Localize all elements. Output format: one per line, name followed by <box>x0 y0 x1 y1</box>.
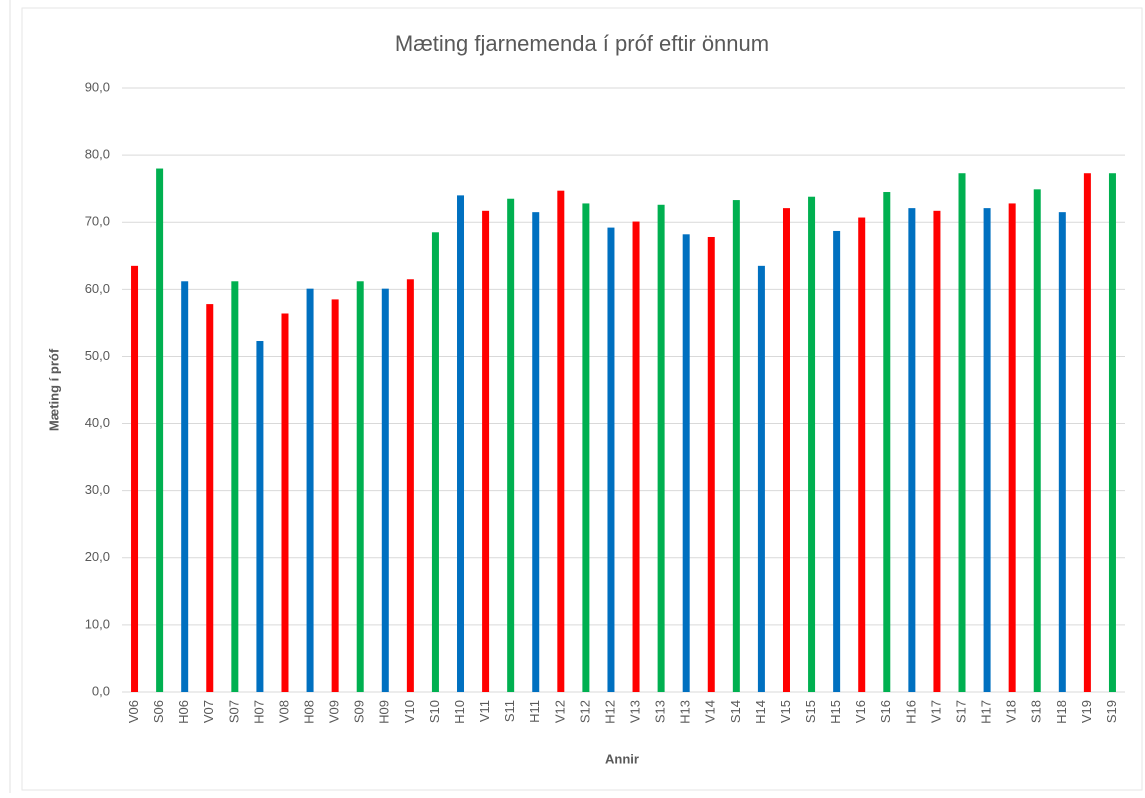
x-tick-label: V19 <box>1079 700 1094 723</box>
bar <box>732 200 740 692</box>
x-tick-label: V09 <box>327 700 342 723</box>
y-tick-label: 40,0 <box>85 415 110 430</box>
bar <box>858 217 866 692</box>
y-tick-label: 20,0 <box>85 549 110 564</box>
y-tick-label: 70,0 <box>85 214 110 229</box>
x-tick-label: V15 <box>778 700 793 723</box>
x-tick-label: H07 <box>251 700 266 724</box>
x-tick-label: V10 <box>402 700 417 723</box>
bar <box>1008 203 1016 693</box>
bar <box>582 203 590 693</box>
bar <box>381 288 389 692</box>
bar <box>1108 173 1116 693</box>
x-tick-label: S17 <box>953 700 968 723</box>
x-tick-label: V14 <box>703 700 718 723</box>
bar <box>431 232 439 693</box>
x-tick-label: V18 <box>1004 700 1019 723</box>
x-tick-label: S13 <box>653 700 668 723</box>
x-tick-label: H17 <box>979 700 994 724</box>
bar <box>607 227 615 692</box>
y-tick-label: 90,0 <box>85 79 110 94</box>
y-tick-label: 80,0 <box>85 147 110 162</box>
bar <box>181 281 189 692</box>
x-tick-label: V06 <box>126 700 141 723</box>
y-tick-label: 60,0 <box>85 281 110 296</box>
x-tick-label: V07 <box>201 700 216 723</box>
bar <box>833 230 841 693</box>
x-tick-label: S11 <box>502 700 517 722</box>
x-tick-label: H06 <box>176 700 191 724</box>
x-tick-label: H08 <box>302 700 317 724</box>
x-tick-label: H18 <box>1054 700 1069 724</box>
chart-title: Mæting fjarnemenda í próf eftir önnum <box>395 31 769 56</box>
x-tick-label: V13 <box>627 700 642 723</box>
x-tick-label: V12 <box>552 700 567 723</box>
y-tick-label: 10,0 <box>85 616 110 631</box>
y-tick-label: 50,0 <box>85 348 110 363</box>
bar <box>632 221 640 692</box>
bar <box>306 288 314 692</box>
y-axis-title: Mæting í próf <box>46 348 61 431</box>
bar <box>808 196 816 692</box>
bar <box>507 198 515 692</box>
x-tick-label: H09 <box>377 700 392 724</box>
bar <box>657 204 665 693</box>
bar <box>1058 212 1066 692</box>
x-tick-label: S16 <box>878 700 893 723</box>
x-tick-label: H14 <box>753 700 768 724</box>
bar <box>231 281 239 692</box>
x-tick-label: V11 <box>477 700 492 722</box>
x-tick-label: H16 <box>903 700 918 724</box>
x-tick-label: V08 <box>276 700 291 723</box>
x-axis-title: Annir <box>605 751 639 766</box>
x-tick-label: H13 <box>678 700 693 724</box>
x-tick-label: H15 <box>828 700 843 724</box>
x-tick-label: S19 <box>1104 700 1119 723</box>
x-tick-label: H10 <box>452 700 467 724</box>
bar <box>156 168 164 693</box>
x-tick-label: S18 <box>1029 700 1044 723</box>
bar <box>406 279 414 692</box>
bar <box>883 192 891 692</box>
x-tick-label: S10 <box>427 700 442 723</box>
bar <box>958 173 966 693</box>
bar <box>933 210 941 692</box>
bar <box>281 313 289 692</box>
x-tick-label: S15 <box>803 700 818 723</box>
bar <box>557 190 565 692</box>
bar <box>256 341 264 692</box>
x-tick-label: S09 <box>352 700 367 723</box>
bar <box>707 236 715 692</box>
bar <box>206 304 214 692</box>
bar <box>1033 189 1041 693</box>
x-tick-label: V16 <box>853 700 868 723</box>
x-tick-label: S06 <box>151 700 166 723</box>
x-tick-label: S14 <box>728 700 743 723</box>
y-tick-label: 30,0 <box>85 482 110 497</box>
x-tick-label: S12 <box>577 700 592 723</box>
bar <box>532 212 540 692</box>
bar <box>131 265 139 692</box>
y-tick-label: 0,0 <box>92 683 110 698</box>
x-tick-label: V17 <box>928 700 943 723</box>
bar <box>1083 173 1091 693</box>
x-tick-label: H12 <box>602 700 617 724</box>
bar <box>482 210 490 692</box>
bar <box>782 208 790 692</box>
chart-area <box>21 7 1143 791</box>
x-tick-label: H11 <box>527 700 542 723</box>
bar <box>457 195 465 692</box>
bar <box>331 299 339 692</box>
bar <box>908 208 916 692</box>
x-tick-label: S07 <box>226 700 241 723</box>
bar <box>983 208 991 692</box>
bar <box>682 234 690 692</box>
bar <box>757 265 765 692</box>
bar <box>356 281 364 692</box>
